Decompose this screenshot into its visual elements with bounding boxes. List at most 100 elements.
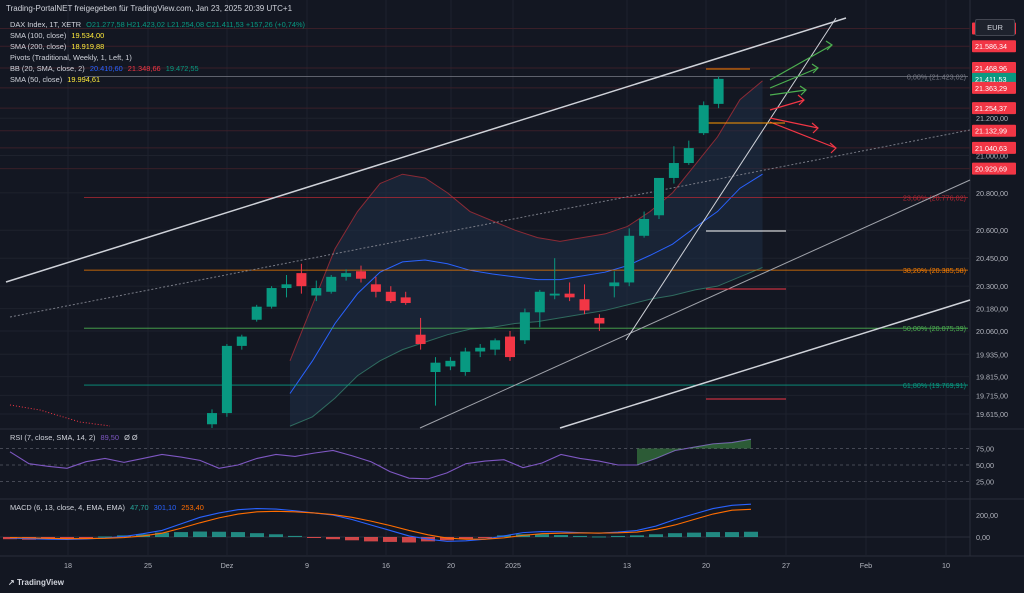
candle-body — [534, 291, 545, 313]
time-axis-label: 13 — [623, 561, 631, 570]
candle-body — [490, 340, 501, 350]
candle — [639, 211, 650, 238]
candle-body — [236, 336, 247, 346]
candle — [266, 286, 277, 309]
price-tick-label: 20.800,00 — [976, 189, 1008, 198]
legend-rsi[interactable]: RSI (7, close, SMA, 14, 2) 89,50 Ø Ø — [10, 433, 141, 442]
price-label-text: 21.132,99 — [975, 127, 1007, 136]
macd-hist-bar — [326, 537, 340, 540]
time-axis-label: Dez — [221, 561, 234, 570]
rsi-label: RSI (7, close, SMA, 14, 2) — [10, 433, 96, 442]
candle — [221, 344, 232, 417]
price-label-text: 21.254,37 — [975, 104, 1007, 113]
candle — [624, 228, 635, 287]
macd-hist-bar — [573, 535, 587, 537]
macd-hist-bar — [288, 535, 302, 537]
candle — [311, 280, 322, 302]
candle-body — [624, 235, 635, 283]
arrow-head — [797, 94, 805, 106]
channel-lower-line — [419, 179, 971, 429]
candle-body — [356, 271, 366, 279]
price-tick-label: 20.600,00 — [976, 226, 1008, 235]
macd-hist-bar — [611, 535, 625, 537]
arrow-head — [811, 122, 819, 134]
macd-v1: 47,70 — [130, 503, 149, 512]
price-label-box — [972, 141, 1016, 154]
rsi-value: 89,50 — [100, 433, 120, 442]
trend-line — [625, 17, 837, 341]
candle — [683, 140, 694, 165]
macd-hist-bar — [402, 537, 416, 543]
macd-hist-bar — [345, 537, 359, 541]
price-tick-label: 19.615,00 — [976, 410, 1008, 419]
legend-sma100[interactable]: SMA (100, close) 19.534,00 — [10, 31, 107, 40]
macd-hist-bar — [364, 537, 378, 542]
candle-body — [549, 293, 560, 296]
bb-v1: 20.410,60 — [89, 64, 123, 73]
candle — [341, 269, 352, 281]
candle — [609, 271, 620, 298]
dotted-sma-line — [9, 404, 111, 427]
legend-bb[interactable]: BB (20, SMA, close, 2) 20.410,60 21.348,… — [10, 64, 202, 73]
macd-hist-bar — [535, 534, 549, 537]
fib-level-label: 61,80% (19.769,91) — [903, 381, 966, 390]
candle — [505, 330, 515, 361]
candle — [668, 146, 679, 184]
candle — [594, 314, 605, 331]
candle — [549, 258, 560, 300]
candle — [713, 76, 724, 109]
price-tick-label: 19.815,00 — [976, 373, 1008, 382]
legend-symbol[interactable]: DAX Index, 1T, XETR O21.277,58 H21.423,0… — [10, 20, 308, 29]
time-axis-label: 20 — [447, 561, 455, 570]
projection-up-arrow — [769, 67, 819, 89]
sma50-label: SMA (50, close) — [10, 75, 63, 84]
legend-sma50[interactable]: SMA (50, close) 19.994,61 — [10, 75, 103, 84]
price-tick-label: 20.300,00 — [976, 282, 1008, 291]
fib-level-label: 38,20% (20.385,58) — [903, 266, 966, 275]
bollinger-basis — [289, 173, 763, 394]
candle — [296, 263, 307, 294]
arrow-head — [825, 40, 833, 51]
time-axis-label: 9 — [305, 561, 309, 570]
rsi-extra: Ø Ø — [124, 433, 138, 442]
projection-down-arrow — [769, 117, 819, 129]
macd-hist-bar — [630, 535, 644, 537]
projection-up-arrow — [769, 89, 807, 96]
macd-hist-bar — [174, 532, 188, 537]
time-axis-label: 2025 — [505, 561, 521, 570]
arrow-head — [799, 85, 807, 96]
rsi-overbought-fill — [637, 439, 751, 465]
bb-v3: 19.472,55 — [165, 64, 199, 73]
candle — [415, 317, 426, 350]
candle-body — [415, 334, 426, 345]
candle — [698, 101, 709, 136]
macd-hist-bar — [212, 531, 226, 537]
fib-level-label: 50,00% (20.075,39) — [903, 324, 966, 333]
sma200-value: 18.919,88 — [71, 42, 105, 51]
macd-hist-bar — [231, 532, 245, 537]
candle-body — [668, 163, 679, 178]
candle — [356, 265, 366, 283]
macd-hist-bar — [744, 531, 758, 537]
price-tick-label: 20.180,00 — [976, 305, 1008, 314]
time-axis-label: 27 — [782, 561, 790, 570]
currency-button[interactable]: EUR — [975, 19, 1015, 36]
price-label-box — [972, 102, 1016, 115]
macd-line — [9, 503, 752, 542]
share-header: Trading-PortalNET freigegeben für Tradin… — [6, 4, 293, 13]
macd-hist-bar — [60, 537, 74, 539]
rsi-line — [9, 438, 752, 480]
macd-hist-bar — [668, 533, 682, 537]
projection-down-arrow — [769, 99, 805, 111]
legend-sma200[interactable]: SMA (200, close) 18.919,88 — [10, 42, 107, 51]
time-axis-label: 10 — [942, 561, 950, 570]
symbol-label: DAX Index, 1T, XETR — [10, 20, 82, 29]
sma200-label: SMA (200, close) — [10, 42, 67, 51]
price-label-text: 21.586,34 — [975, 42, 1007, 51]
candle-body — [251, 306, 262, 320]
price-label-box — [972, 124, 1016, 137]
legend-pivots[interactable]: Pivots (Traditional, Weekly, 1, Left, 1) — [10, 53, 135, 62]
tradingview-logo[interactable]: ↗ TradingView — [8, 578, 64, 587]
legend-macd[interactable]: MACD (6, 13, close, 4, EMA, EMA) 47,70 3… — [10, 503, 207, 512]
candle — [385, 286, 396, 303]
